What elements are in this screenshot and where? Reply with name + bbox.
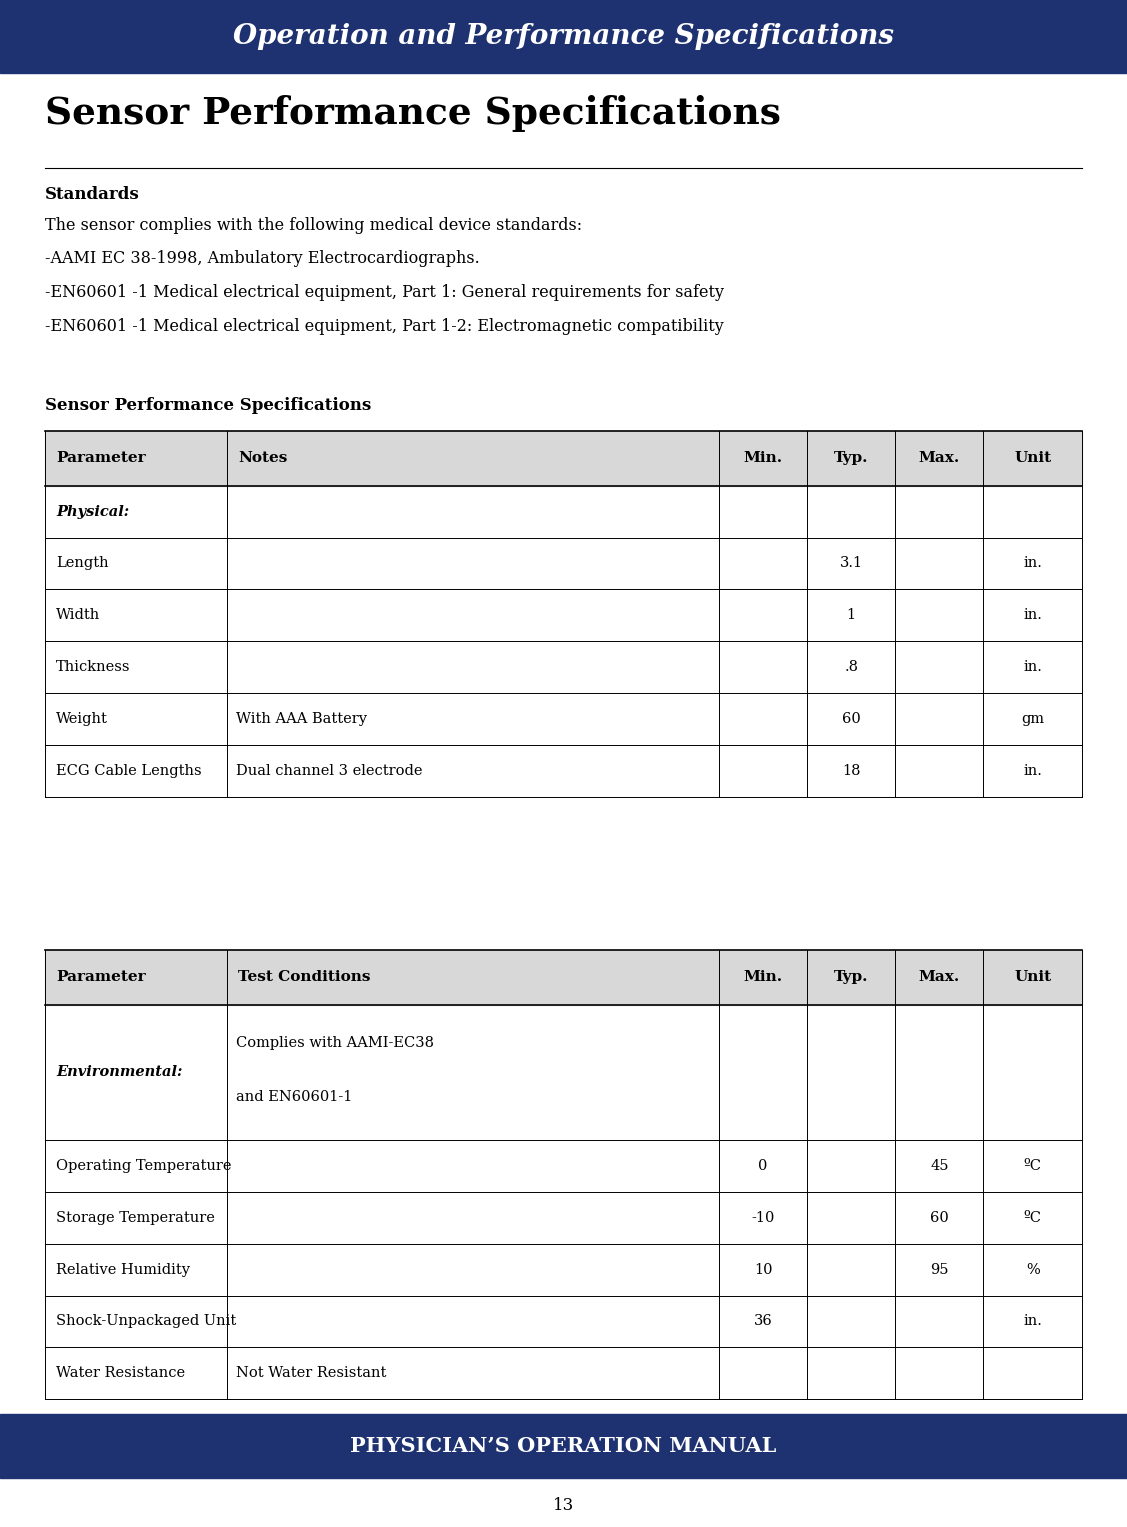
Text: Typ.: Typ.	[834, 970, 869, 985]
Bar	[45, 641, 1082, 693]
Text: -EN60601 -1 Medical electrical equipment, Part 1: General requirements for safet: -EN60601 -1 Medical electrical equipment…	[45, 284, 724, 301]
Bar	[45, 486, 1082, 538]
Text: Not Water Resistant: Not Water Resistant	[236, 1367, 385, 1380]
Text: Physical:: Physical:	[56, 504, 130, 519]
Text: 13: 13	[553, 1496, 574, 1515]
Text: The sensor complies with the following medical device standards:: The sensor complies with the following m…	[45, 217, 583, 234]
Text: Unit: Unit	[1014, 970, 1051, 985]
Bar	[45, 1005, 1082, 1139]
Text: Sensor Performance Specifications: Sensor Performance Specifications	[45, 397, 371, 414]
Text: 60: 60	[842, 712, 861, 727]
Text: Notes: Notes	[238, 450, 287, 466]
Text: Relative Humidity: Relative Humidity	[56, 1263, 190, 1277]
Bar	[45, 431, 1082, 486]
Bar	[45, 950, 1082, 1005]
Text: -10: -10	[752, 1211, 774, 1225]
Text: -AAMI EC 38-1998, Ambulatory Electrocardiographs.: -AAMI EC 38-1998, Ambulatory Electrocard…	[45, 250, 480, 267]
Text: Operation and Performance Specifications: Operation and Performance Specifications	[233, 23, 894, 50]
Bar	[45, 1295, 1082, 1347]
Text: Thickness: Thickness	[56, 660, 131, 675]
Text: Sensor Performance Specifications: Sensor Performance Specifications	[45, 95, 781, 131]
Text: and EN60601-1: and EN60601-1	[236, 1090, 352, 1104]
Text: 18: 18	[842, 764, 861, 779]
Bar	[45, 693, 1082, 745]
Text: Environmental:: Environmental:	[56, 1066, 183, 1080]
Text: PHYSICIAN’S OPERATION MANUAL: PHYSICIAN’S OPERATION MANUAL	[350, 1435, 777, 1457]
Text: gm: gm	[1021, 712, 1045, 727]
Text: 45: 45	[930, 1159, 949, 1173]
Text: Unit: Unit	[1014, 450, 1051, 466]
Text: Min.: Min.	[744, 450, 782, 466]
Text: -EN60601 -1 Medical electrical equipment, Part 1-2: Electromagnetic compatibilit: -EN60601 -1 Medical electrical equipment…	[45, 318, 724, 334]
Text: %: %	[1026, 1263, 1039, 1277]
Text: Weight: Weight	[56, 712, 108, 727]
Text: in.: in.	[1023, 1315, 1042, 1328]
Text: Max.: Max.	[919, 450, 960, 466]
Text: Width: Width	[56, 608, 100, 623]
Bar	[45, 745, 1082, 797]
Text: 10: 10	[754, 1263, 772, 1277]
Text: Operating Temperature: Operating Temperature	[56, 1159, 232, 1173]
Text: Test Conditions: Test Conditions	[238, 970, 371, 985]
Text: Length: Length	[56, 556, 109, 571]
Text: Standards: Standards	[45, 186, 140, 203]
Text: Dual channel 3 electrode: Dual channel 3 electrode	[236, 764, 421, 779]
Bar	[45, 589, 1082, 641]
Text: Max.: Max.	[919, 970, 960, 985]
Text: in.: in.	[1023, 764, 1042, 779]
Text: ºC: ºC	[1023, 1159, 1041, 1173]
Bar	[45, 1347, 1082, 1399]
Text: Storage Temperature: Storage Temperature	[56, 1211, 215, 1225]
Bar	[45, 1243, 1082, 1295]
Text: 3.1: 3.1	[840, 556, 863, 571]
Text: 1: 1	[846, 608, 855, 623]
Text: in.: in.	[1023, 556, 1042, 571]
Text: Parameter: Parameter	[56, 450, 147, 466]
Text: in.: in.	[1023, 608, 1042, 623]
Text: Parameter: Parameter	[56, 970, 147, 985]
Text: With AAA Battery: With AAA Battery	[236, 712, 366, 727]
Text: 36: 36	[754, 1315, 772, 1328]
Text: ºC: ºC	[1023, 1211, 1041, 1225]
Text: Min.: Min.	[744, 970, 782, 985]
Text: 60: 60	[930, 1211, 949, 1225]
Text: Shock-Unpackaged Unit: Shock-Unpackaged Unit	[56, 1315, 237, 1328]
Text: .8: .8	[844, 660, 859, 675]
Text: Typ.: Typ.	[834, 450, 869, 466]
Text: Water Resistance: Water Resistance	[56, 1367, 186, 1380]
Text: 0: 0	[758, 1159, 767, 1173]
Bar	[45, 1139, 1082, 1191]
Bar	[0, 0, 1127, 73]
Text: 95: 95	[930, 1263, 949, 1277]
Bar	[0, 1414, 1127, 1478]
Bar	[45, 1191, 1082, 1243]
Text: Complies with AAMI-EC38: Complies with AAMI-EC38	[236, 1035, 434, 1049]
Text: in.: in.	[1023, 660, 1042, 675]
Bar	[45, 538, 1082, 589]
Text: ECG Cable Lengths: ECG Cable Lengths	[56, 764, 202, 779]
